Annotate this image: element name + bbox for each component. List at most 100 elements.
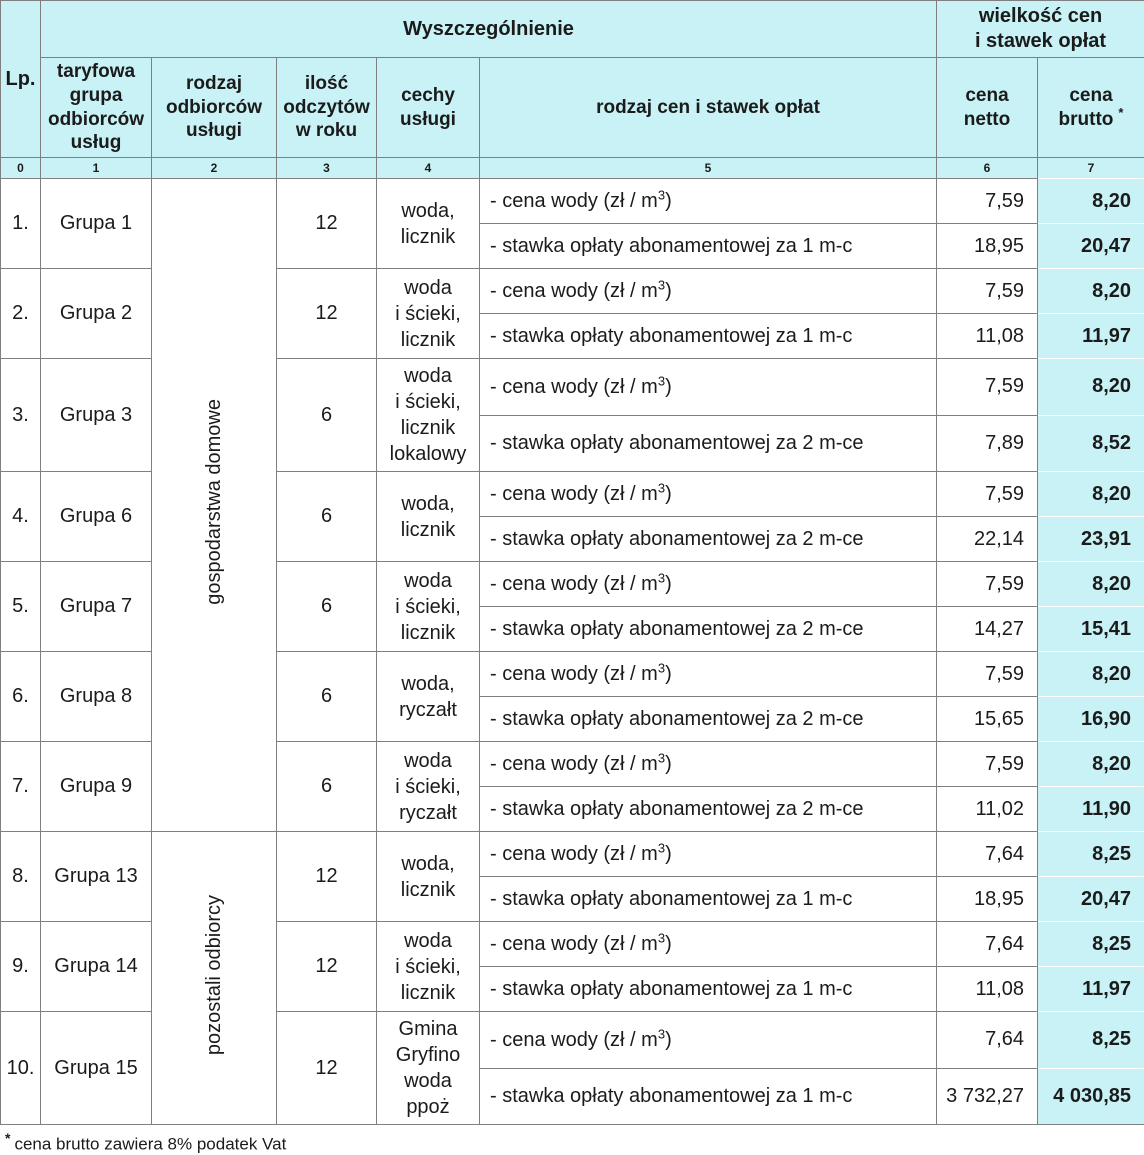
fee-label-text: - stawka opłaty abonamentowej za 2 m-ce bbox=[490, 432, 864, 455]
fee-label-cell: - cena wody (zł / m3) bbox=[480, 832, 938, 877]
features-cell: woda, licznik bbox=[377, 179, 480, 269]
fee-label-text: - stawka opłaty abonamentowej za 1 m-c bbox=[490, 888, 853, 910]
cubic-meter-exponent: 3 bbox=[657, 1026, 666, 1042]
group-cell: Grupa 2 bbox=[41, 269, 152, 359]
fee-label-text: - cena wody (zł / m bbox=[490, 1028, 658, 1051]
readings-cell: 6 bbox=[277, 472, 377, 562]
fee-label-text-end: ) bbox=[665, 753, 672, 775]
fee-label-cell: - stawka opłaty abonamentowej za 2 m-ce bbox=[480, 787, 938, 832]
brutto-value-cell: 8,52 bbox=[1038, 415, 1144, 472]
netto-value-cell: 11,08 bbox=[937, 967, 1039, 1012]
features-cell: woda, ryczałt bbox=[377, 652, 480, 742]
features-cell: woda, licznik bbox=[377, 472, 480, 562]
cubic-meter-exponent: 3 bbox=[657, 750, 666, 766]
group-cell: Grupa 7 bbox=[41, 562, 152, 652]
recipient-type-label: pozostali odbiorcy bbox=[203, 894, 225, 1056]
netto-value-cell: 18,95 bbox=[937, 877, 1039, 922]
brutto-value-cell: 8,20 bbox=[1038, 742, 1144, 787]
header-cena-brutto: cena brutto * bbox=[1038, 58, 1144, 158]
cubic-meter-exponent: 3 bbox=[657, 277, 666, 293]
readings-cell: 6 bbox=[277, 562, 377, 652]
fee-label-cell: - stawka opłaty abonamentowej za 1 m-c bbox=[480, 224, 938, 269]
fee-label-text-end: ) bbox=[665, 933, 672, 955]
lp-cell: 1. bbox=[1, 179, 41, 269]
fee-label-text: - cena wody (zł / m bbox=[490, 190, 658, 212]
readings-cell: 12 bbox=[277, 832, 377, 922]
table-row: - stawka opłaty abonamentowej za 1 m-c 11… bbox=[1, 314, 1144, 359]
header-cena-brutto-label: cena brutto bbox=[1058, 84, 1114, 130]
cubic-meter-exponent: 3 bbox=[657, 660, 666, 676]
table-row: 9. Grupa 14 12 woda i ścieki, licznik - cena… bbox=[1, 922, 1144, 1012]
features-cell: woda i ścieki, licznik bbox=[377, 922, 480, 1012]
table-row: 3. Grupa 3 6 woda i ścieki, licznik lokalow… bbox=[1, 359, 1144, 472]
netto-value-cell: 18,95 bbox=[937, 224, 1039, 269]
fee-label-text: - cena wody (zł / m bbox=[490, 753, 658, 775]
fee-label-text: - cena wody (zł / m bbox=[490, 483, 658, 505]
fee-label-text: - cena wody (zł / m bbox=[490, 843, 658, 865]
fee-label-text: - stawka opłaty abonamentowej za 1 m-c bbox=[490, 1085, 853, 1108]
fee-label-text: - cena wody (zł / m bbox=[490, 280, 658, 302]
fee-label-text-end: ) bbox=[665, 1028, 672, 1051]
fee-label-cell: - cena wody (zł / m3) bbox=[480, 472, 938, 517]
table-row: - stawka opłaty abonamentowej za 2 m-ce 1… bbox=[1, 787, 1144, 832]
fee-label-cell: - cena wody (zł / m3) bbox=[480, 562, 938, 607]
lp-cell: 9. bbox=[1, 922, 41, 1012]
column-number: 3 bbox=[277, 158, 377, 179]
cubic-meter-exponent: 3 bbox=[657, 930, 666, 946]
fee-label-cell: - stawka opłaty abonamentowej za 2 m-ce bbox=[480, 697, 938, 742]
fee-label-text: - stawka opłaty abonamentowej za 2 m-ce bbox=[490, 618, 864, 640]
brutto-value-cell: 16,90 bbox=[1038, 697, 1144, 742]
readings-cell: 12 bbox=[277, 179, 377, 269]
brutto-value-cell: 8,20 bbox=[1038, 562, 1144, 607]
fee-label-text: - stawka opłaty abonamentowej za 2 m-ce bbox=[490, 708, 864, 730]
fee-label-text-end: ) bbox=[665, 573, 672, 595]
brutto-value-cell: 11,97 bbox=[1038, 314, 1144, 359]
table-row: 7. Grupa 9 6 woda i ścieki, ryczałt - cena w… bbox=[1, 742, 1144, 832]
column-number: 2 bbox=[152, 158, 277, 179]
brutto-value-cell: 20,47 bbox=[1038, 224, 1144, 269]
table-row: - stawka opłaty abonamentowej za 1 m-c 18… bbox=[1, 877, 1144, 922]
recipient-type-cell: gospodarstwa domowe bbox=[152, 179, 277, 832]
netto-value-cell: 7,64 bbox=[937, 1012, 1039, 1069]
group-cell: Grupa 14 bbox=[41, 922, 152, 1012]
group-cell: Grupa 13 bbox=[41, 832, 152, 922]
netto-value-cell: 7,59 bbox=[937, 652, 1039, 697]
fee-label-cell: - cena wody (zł / m3) bbox=[480, 652, 938, 697]
fee-label-text: - stawka opłaty abonamentowej za 1 m-c bbox=[490, 235, 853, 257]
fee-label-cell: - cena wody (zł / m3) bbox=[480, 742, 938, 787]
group-cell: Grupa 9 bbox=[41, 742, 152, 832]
table-row: 1. Grupa 1 gospodarstwa domowe 12 woda, licz… bbox=[1, 179, 1144, 832]
column-number: 4 bbox=[377, 158, 480, 179]
netto-value-cell: 7,59 bbox=[937, 562, 1039, 607]
column-number: 7 bbox=[1038, 158, 1144, 179]
lp-cell: 2. bbox=[1, 269, 41, 359]
fee-label-cell: - stawka opłaty abonamentowej za 2 m-ce bbox=[480, 517, 938, 562]
features-cell: woda i ścieki, licznik lokalowy bbox=[377, 359, 480, 472]
table-row: 4. Grupa 6 6 woda, licznik - cena wody (zł /… bbox=[1, 472, 1144, 562]
header-rodzaj-cen: rodzaj cen i stawek opłat bbox=[480, 58, 938, 158]
netto-value-cell: 22,14 bbox=[937, 517, 1039, 562]
brutto-value-cell: 11,90 bbox=[1038, 787, 1144, 832]
readings-cell: 12 bbox=[277, 269, 377, 359]
brutto-value-cell: 8,20 bbox=[1038, 472, 1144, 517]
fee-label-text: - cena wody (zł / m bbox=[490, 375, 658, 398]
brutto-value-cell: 15,41 bbox=[1038, 607, 1144, 652]
netto-value-cell: 11,08 bbox=[937, 314, 1039, 359]
brutto-value-cell: 11,97 bbox=[1038, 967, 1144, 1012]
fee-label-cell: - stawka opłaty abonamentowej za 2 m-ce bbox=[480, 607, 938, 652]
features-cell: woda i ścieki, licznik bbox=[377, 269, 480, 359]
header-ilosc-odczytow: ilość odczytów w roku bbox=[277, 58, 377, 158]
group-cell: Grupa 6 bbox=[41, 472, 152, 562]
lp-cell: 6. bbox=[1, 652, 41, 742]
brutto-value-cell: 8,20 bbox=[1038, 652, 1144, 697]
header-rodzaj-odbiorcow: rodzaj odbiorców usługi bbox=[152, 58, 277, 158]
fee-label-cell: - stawka opłaty abonamentowej za 1 m-c bbox=[480, 314, 938, 359]
group-cell: Grupa 3 bbox=[41, 359, 152, 472]
fee-label-text-end: ) bbox=[665, 843, 672, 865]
fee-label-text-end: ) bbox=[665, 663, 672, 685]
netto-value-cell: 14,27 bbox=[937, 607, 1039, 652]
brutto-value-cell: 4 030,85 bbox=[1038, 1068, 1144, 1125]
netto-value-cell: 7,64 bbox=[937, 832, 1039, 877]
netto-value-cell: 15,65 bbox=[937, 697, 1039, 742]
table-row: - stawka opłaty abonamentowej za 1 m-c 3 … bbox=[1, 1068, 1144, 1125]
